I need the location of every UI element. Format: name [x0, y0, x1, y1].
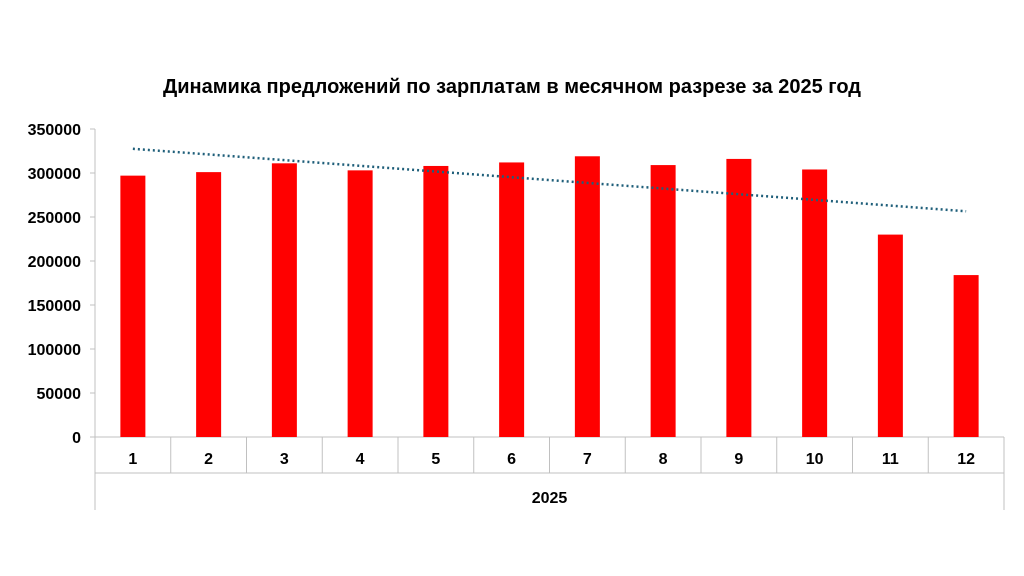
bar-4 [347, 170, 373, 438]
x-tick-label: 6 [507, 451, 516, 468]
trendline [132, 147, 967, 213]
y-tick-label: 50000 [37, 386, 82, 403]
y-tick-label: 0 [72, 430, 81, 447]
x-tick-label: 3 [280, 451, 289, 468]
x-tick-label: 5 [431, 451, 440, 468]
bar-11 [877, 234, 903, 437]
x-tick-label: 2 [204, 451, 213, 468]
y-tick-label: 100000 [28, 342, 81, 359]
x-tick-label: 4 [356, 451, 365, 468]
x-tick-label: 1 [128, 451, 137, 468]
bar-8 [650, 165, 676, 437]
x-tick-label: 8 [659, 451, 668, 468]
bar-7 [574, 156, 600, 437]
y-tick-label: 250000 [28, 210, 81, 227]
x-tick-label: 7 [583, 451, 592, 468]
bar-3 [271, 163, 297, 437]
y-tick-label: 150000 [28, 298, 81, 315]
y-tick-label: 300000 [28, 166, 81, 183]
bar-12 [953, 275, 979, 437]
bar-2 [196, 172, 222, 437]
y-tick-label: 200000 [28, 254, 81, 271]
bar-10 [802, 169, 828, 438]
x-tick-label: 11 [882, 451, 899, 468]
bar-1 [120, 175, 146, 437]
bar-9 [726, 158, 752, 438]
x-group-label: 2025 [532, 490, 568, 507]
x-tick-label: 12 [957, 451, 975, 468]
x-tick-label: 10 [806, 451, 824, 468]
bar-5 [423, 165, 449, 437]
x-tick-label: 9 [734, 451, 743, 468]
bar-6 [499, 162, 525, 437]
chart-title: Динамика предложений по зарплатам в меся… [163, 76, 861, 98]
y-tick-label: 350000 [28, 122, 81, 139]
